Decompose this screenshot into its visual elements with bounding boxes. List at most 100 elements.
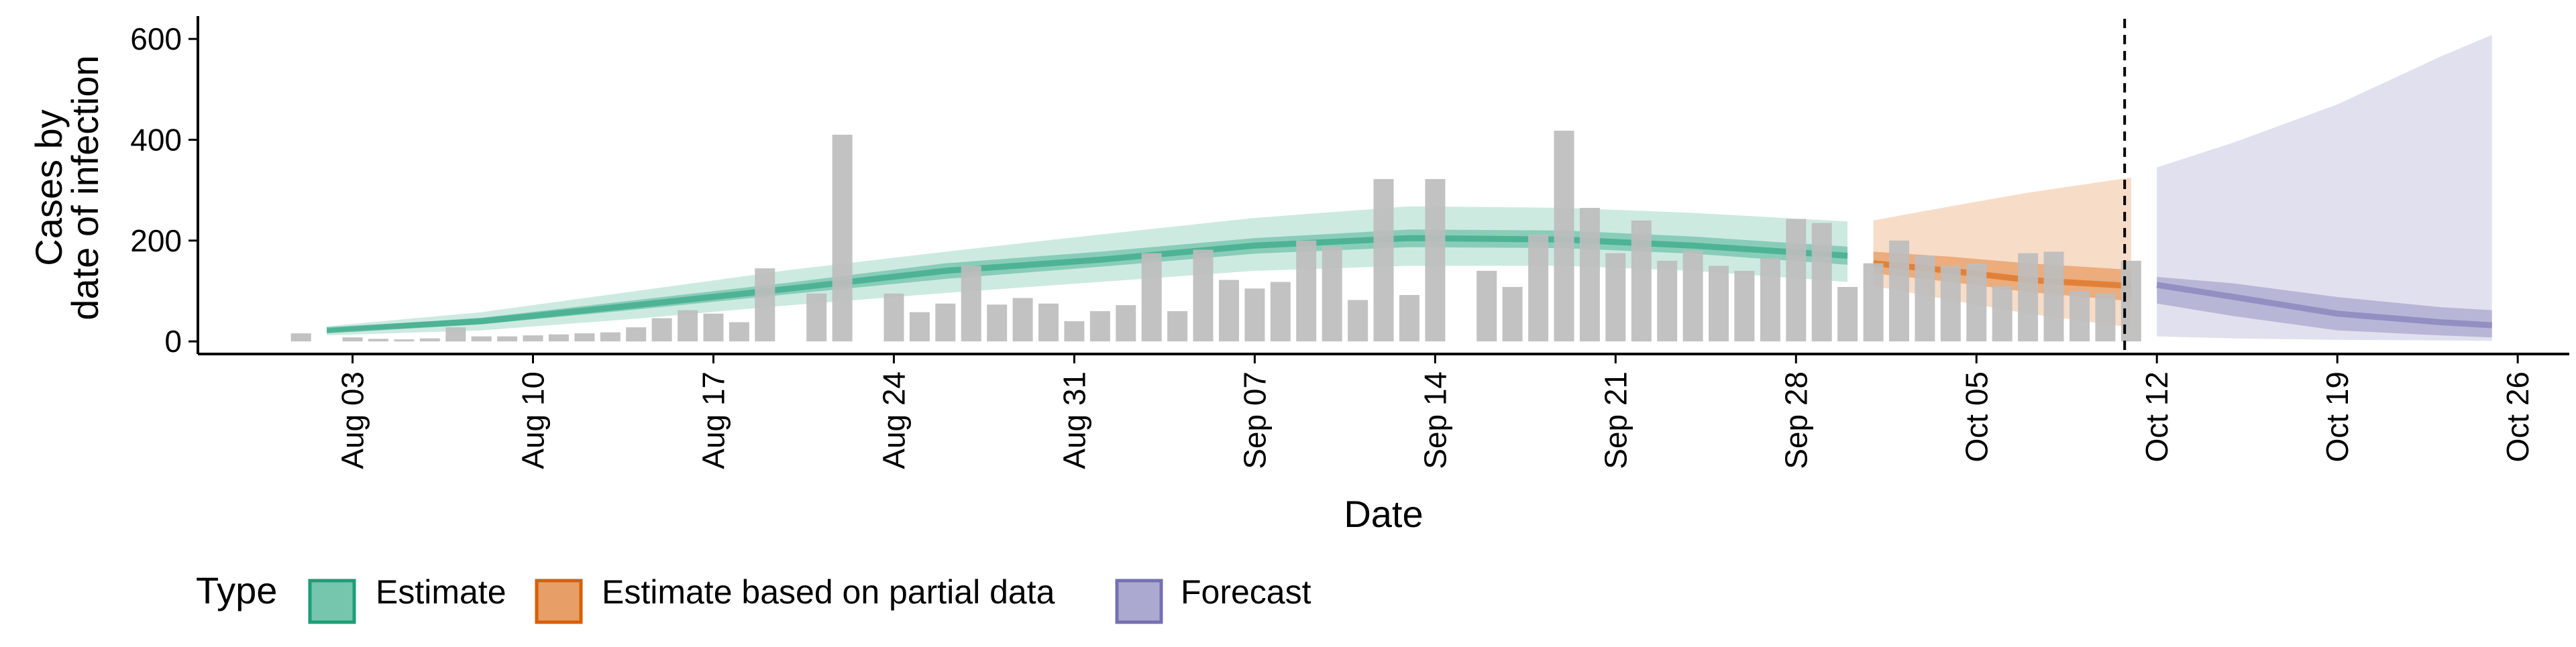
case-bar (729, 322, 749, 342)
case-bar (1399, 295, 1419, 342)
legend-swatch (308, 579, 356, 624)
case-bar (368, 339, 388, 342)
case-bar (1863, 263, 1884, 342)
bar-layer (290, 130, 2141, 342)
case-bar (1193, 249, 1214, 342)
x-tick-label: Oct 12 (2139, 371, 2174, 463)
case-bar (1709, 266, 1729, 342)
legend-swatch (1115, 579, 1163, 624)
x-tick-label: Sep 21 (1598, 371, 1633, 469)
case-bar (2070, 291, 2090, 342)
case-bar (1811, 223, 1832, 342)
case-bar (1682, 250, 1703, 342)
x-axis-title: Date (1344, 493, 1423, 535)
case-bar (445, 327, 466, 342)
case-bar (1734, 270, 1755, 342)
legend: Type Estimate Estimate based on partial da… (196, 569, 1311, 624)
case-bar (1657, 260, 1678, 342)
case-bar (1528, 234, 1549, 342)
legend-label: Forecast (1181, 573, 1311, 611)
case-bar (290, 333, 311, 342)
case-bar (703, 313, 724, 342)
case-bar (935, 303, 956, 342)
case-bar (1889, 240, 1909, 342)
estimate-based-on-partial-data-median-line (1873, 260, 2132, 289)
case-bar (832, 134, 853, 342)
case-bar (1425, 179, 1446, 342)
y-tick-label: 0 (164, 324, 182, 359)
case-bar (471, 336, 492, 342)
case-bar (1579, 208, 1600, 342)
case-bar (2095, 293, 2116, 342)
estimate-based-on-partial-data-outer-band (1873, 177, 2131, 328)
case-bar (394, 339, 415, 342)
case-bar (1992, 286, 2012, 342)
x-tick-label: Aug 03 (335, 371, 370, 469)
case-bar (1322, 246, 1342, 342)
case-bar (961, 266, 981, 342)
x-tick-label: Sep 07 (1237, 371, 1272, 469)
y-tick-label: 600 (130, 21, 182, 56)
y-tick-label: 400 (130, 122, 182, 157)
case-bar (678, 310, 698, 342)
case-bar (987, 304, 1008, 342)
case-bar (1296, 240, 1317, 342)
case-bar (2018, 253, 2039, 342)
y-axis-title-line-1: Cases by (28, 109, 70, 266)
case-bar (523, 335, 543, 342)
case-bar (626, 327, 647, 342)
case-bar (755, 268, 775, 342)
x-tick-label: Sep 28 (1778, 371, 1813, 469)
x-tick-label: Oct 05 (1959, 371, 1994, 463)
case-bar (1348, 300, 1368, 342)
case-bar (1554, 130, 1574, 342)
case-bar (1064, 321, 1085, 342)
legend-label: Estimate (376, 573, 506, 611)
legend-title: Type (196, 569, 277, 611)
case-bar (1502, 287, 1523, 342)
case-bar (1760, 258, 1780, 342)
case-bar (1373, 179, 1394, 342)
case-bar (1605, 253, 1626, 342)
case-bar (651, 318, 672, 342)
case-bar (1167, 311, 1188, 342)
case-bar (806, 293, 827, 342)
case-bar (1966, 263, 1987, 342)
case-bar (342, 337, 363, 342)
x-tick-label: Oct 19 (2320, 371, 2355, 463)
case-bar (1244, 288, 1265, 342)
case-bar (1915, 255, 1935, 342)
case-bar (1477, 270, 1497, 342)
axes-layer: 0 200 400 600 Aug 03 Aug 10 Aug 17 Aug 24 Aug 31… (28, 16, 2569, 535)
case-bar (1012, 298, 1033, 342)
case-bar (419, 338, 440, 342)
case-bar (1038, 303, 1059, 342)
case-bar (574, 333, 595, 342)
y-tick-label: 200 (130, 223, 182, 258)
y-axis-title-line-2: date of infection (64, 55, 106, 320)
case-bar (2043, 251, 2064, 342)
case-bar (1837, 287, 1858, 342)
case-bar (1270, 282, 1291, 342)
case-bar (1116, 305, 1136, 342)
x-tick-label: Oct 26 (2500, 371, 2535, 463)
case-bar (1631, 220, 1652, 342)
case-bar (1089, 311, 1110, 342)
case-bar (883, 293, 904, 342)
x-tick-label: Sep 14 (1417, 371, 1452, 469)
case-bar (1940, 266, 1961, 342)
case-bar (600, 332, 621, 342)
x-tick-label: Aug 31 (1057, 371, 1091, 469)
x-tick-label: Aug 17 (696, 371, 731, 469)
x-tick-label: Aug 10 (516, 371, 551, 469)
legend-label: Estimate based on partial data (602, 573, 1055, 611)
estimate-median-line (326, 235, 1848, 334)
x-tick-label: Aug 24 (876, 371, 911, 469)
case-bar (1786, 219, 1807, 342)
case-bar (1219, 280, 1239, 342)
forecast-outer-band (2157, 35, 2492, 341)
forecast-median-line (2156, 282, 2492, 329)
case-bar (548, 334, 569, 342)
